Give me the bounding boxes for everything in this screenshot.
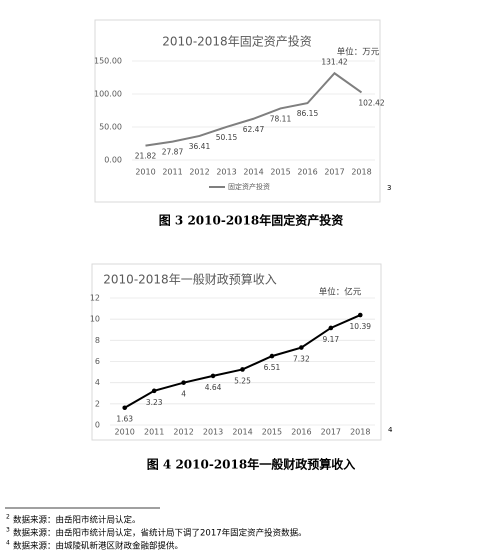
data-label: 27.87 xyxy=(162,148,184,157)
data-label: 86.15 xyxy=(297,109,319,118)
data-label: 62.47 xyxy=(243,125,265,134)
x-tick-label: 2010 xyxy=(135,168,155,177)
x-tick-label: 2017 xyxy=(321,428,341,437)
data-label: 4.64 xyxy=(205,383,222,392)
data-label: 78.11 xyxy=(270,114,292,123)
y-tick-label: 12 xyxy=(90,294,100,303)
x-tick-label: 2013 xyxy=(216,168,236,177)
x-tick-label: 2013 xyxy=(203,428,223,437)
x-tick-label: 2012 xyxy=(173,428,193,437)
data-point xyxy=(181,380,186,385)
y-tick-label: 2 xyxy=(95,399,100,408)
data-label: 102.42 xyxy=(358,98,384,107)
chart-title: 2010-2018年一般财政预算收入 xyxy=(103,272,276,287)
y-tick-label: 8 xyxy=(95,336,100,345)
data-point xyxy=(210,373,216,379)
data-point xyxy=(240,367,245,372)
x-tick-label: 2015 xyxy=(270,168,290,177)
x-tick-label: 2010 xyxy=(115,428,135,437)
footnote-ref: 3 xyxy=(387,184,391,192)
data-point xyxy=(122,405,128,411)
chart-frame xyxy=(91,263,382,441)
x-tick-label: 2018 xyxy=(350,428,370,437)
chart-frame xyxy=(94,19,381,203)
data-point xyxy=(269,353,275,359)
data-line xyxy=(145,71,363,147)
y-tick-label: 6 xyxy=(95,357,100,366)
data-label: 3.23 xyxy=(146,398,163,407)
x-tick-label: 2012 xyxy=(189,168,209,177)
footnote-text: 数据来源：由城陵矶新港区财政金融部提供。 xyxy=(13,541,183,551)
x-tick-label: 2011 xyxy=(144,428,164,437)
figure-caption: 图 3 2010-2018年固定资产投资 xyxy=(159,213,343,228)
data-label: 131.42 xyxy=(321,57,347,66)
data-label: 1.63 xyxy=(116,415,133,424)
data-label: 9.17 xyxy=(322,335,339,344)
data-point xyxy=(357,312,363,318)
y-tick-label: 50.00 xyxy=(99,123,122,132)
data-label: 4 xyxy=(181,390,186,399)
unit-label: 单位：万元 xyxy=(337,47,380,58)
footnote-marker: 3 xyxy=(6,527,10,534)
x-tick-label: 2015 xyxy=(262,428,282,437)
x-tick-label: 2011 xyxy=(162,168,182,177)
footnote-text: 数据来源：由岳阳市统计局认定。 xyxy=(13,515,141,526)
y-tick-label: 150.00 xyxy=(94,57,122,66)
y-tick-label: 0.00 xyxy=(104,156,122,165)
data-label: 21.82 xyxy=(135,152,157,161)
data-point xyxy=(151,388,157,394)
data-label: 50.15 xyxy=(216,133,238,142)
y-tick-label: 0 xyxy=(95,421,100,430)
data-label: 7.32 xyxy=(293,355,310,364)
chart-title: 2010-2018年固定资产投资 xyxy=(162,34,311,49)
footnote-text: 数据来源：由岳阳市统计局认定，省统计局下调了2017年固定资产投资数据。 xyxy=(13,528,307,539)
legend-label: 固定资产投资 xyxy=(228,182,270,191)
footnote-marker: 2 xyxy=(6,514,10,521)
data-label: 5.25 xyxy=(234,376,251,385)
x-tick-label: 2016 xyxy=(297,168,317,177)
x-tick-label: 2014 xyxy=(243,168,263,177)
data-label: 10.39 xyxy=(350,322,372,331)
footnote-ref: 4 xyxy=(388,426,393,434)
y-tick-label: 10 xyxy=(90,315,100,324)
x-tick-label: 2017 xyxy=(324,168,344,177)
x-tick-label: 2018 xyxy=(351,168,371,177)
data-label: 6.51 xyxy=(264,363,281,372)
unit-label: 单位：亿元 xyxy=(319,287,362,298)
figure-caption: 图 4 2010-2018年一般财政预算收入 xyxy=(147,457,355,472)
data-label: 36.41 xyxy=(189,142,211,151)
y-tick-label: 4 xyxy=(95,378,100,387)
data-point xyxy=(299,345,304,350)
x-tick-label: 2016 xyxy=(291,428,311,437)
data-point xyxy=(328,325,334,331)
footnote-marker: 4 xyxy=(6,540,10,547)
x-tick-label: 2014 xyxy=(232,428,252,437)
y-tick-label: 100.00 xyxy=(94,90,122,99)
